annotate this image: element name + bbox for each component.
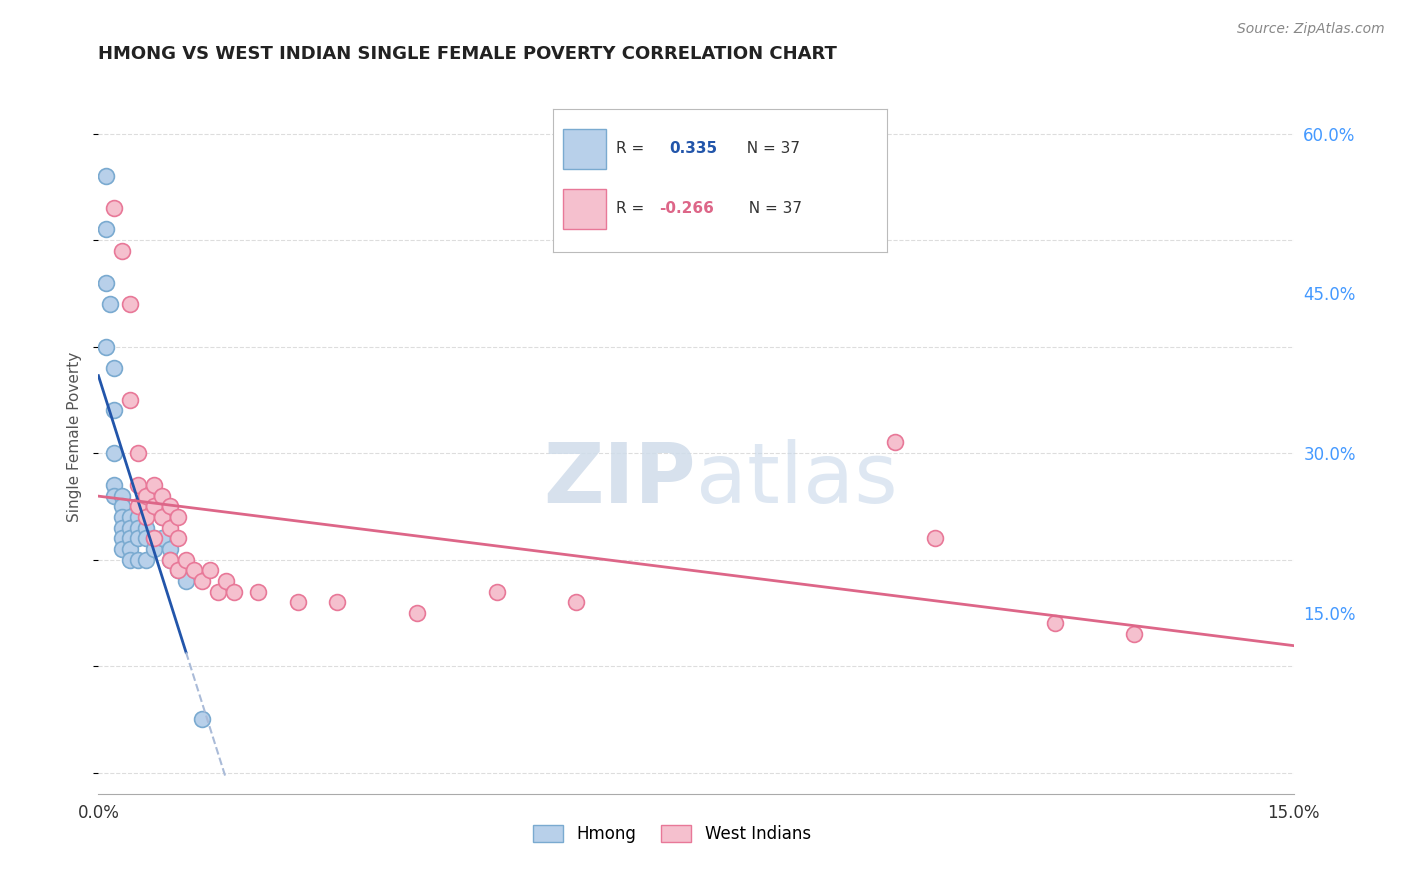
Point	[120, 510, 142, 524]
Point	[287, 595, 309, 609]
Point	[103, 201, 125, 215]
Point	[96, 169, 118, 183]
Point	[406, 606, 429, 620]
Point	[1123, 627, 1146, 641]
Point	[111, 244, 134, 258]
Point	[150, 510, 173, 524]
Point	[127, 478, 149, 492]
Point	[135, 531, 157, 545]
Point	[183, 563, 205, 577]
Text: atlas: atlas	[696, 440, 897, 520]
Point	[127, 446, 149, 460]
Point	[174, 574, 197, 588]
Point	[150, 531, 173, 545]
Point	[96, 276, 118, 290]
Point	[96, 340, 118, 354]
Point	[120, 392, 142, 407]
Point	[111, 520, 134, 534]
Point	[485, 584, 508, 599]
Point	[167, 563, 190, 577]
Point	[127, 520, 149, 534]
Point	[143, 541, 166, 556]
Point	[111, 500, 134, 514]
Point	[135, 552, 157, 566]
Legend: Hmong, West Indians: Hmong, West Indians	[527, 818, 817, 850]
Point	[143, 531, 166, 545]
Point	[143, 500, 166, 514]
Text: HMONG VS WEST INDIAN SINGLE FEMALE POVERTY CORRELATION CHART: HMONG VS WEST INDIAN SINGLE FEMALE POVER…	[98, 45, 838, 63]
Point	[135, 489, 157, 503]
Point	[565, 595, 588, 609]
Point	[167, 510, 190, 524]
Point	[127, 510, 149, 524]
Point	[167, 531, 190, 545]
Point	[120, 531, 142, 545]
Point	[96, 222, 118, 236]
Point	[198, 563, 221, 577]
Point	[127, 500, 149, 514]
Point	[111, 489, 134, 503]
Text: Source: ZipAtlas.com: Source: ZipAtlas.com	[1237, 22, 1385, 37]
Point	[159, 520, 181, 534]
Point	[150, 510, 173, 524]
Point	[127, 552, 149, 566]
Point	[111, 541, 134, 556]
Point	[120, 541, 142, 556]
Point	[207, 584, 229, 599]
Point	[159, 500, 181, 514]
Point	[222, 584, 245, 599]
Text: ZIP: ZIP	[544, 440, 696, 520]
Point	[159, 552, 181, 566]
Point	[103, 489, 125, 503]
Point	[135, 510, 157, 524]
Point	[191, 712, 214, 726]
Point	[120, 297, 142, 311]
Point	[103, 446, 125, 460]
Point	[884, 435, 907, 450]
Point	[246, 584, 269, 599]
Point	[215, 574, 238, 588]
Point	[111, 531, 134, 545]
Point	[120, 520, 142, 534]
Point	[150, 489, 173, 503]
Point	[103, 360, 125, 375]
Point	[111, 510, 134, 524]
Point	[103, 403, 125, 417]
Point	[159, 552, 181, 566]
Point	[143, 531, 166, 545]
Point	[1043, 616, 1066, 631]
Point	[143, 478, 166, 492]
Point	[326, 595, 349, 609]
Point	[159, 541, 181, 556]
Point	[174, 552, 197, 566]
Point	[924, 531, 946, 545]
Point	[191, 574, 214, 588]
Point	[167, 563, 190, 577]
Point	[135, 520, 157, 534]
Y-axis label: Single Female Poverty: Single Female Poverty	[67, 352, 83, 522]
Point	[127, 531, 149, 545]
Point	[103, 478, 125, 492]
Point	[98, 297, 122, 311]
Point	[120, 552, 142, 566]
